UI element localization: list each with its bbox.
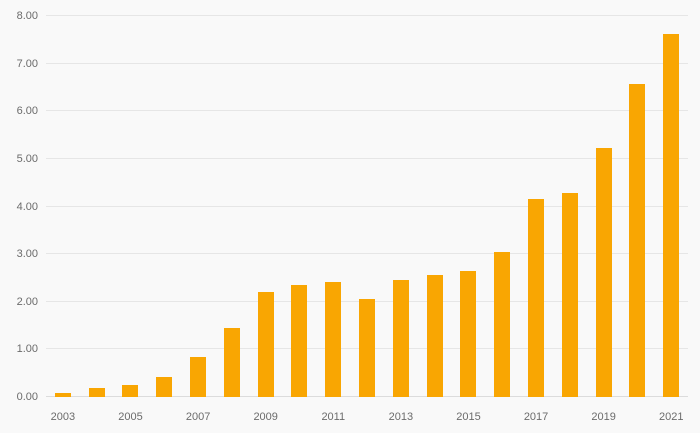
- bars-row: [46, 16, 688, 397]
- x-axis-tick-label: 2019: [591, 411, 616, 423]
- y-axis-tick-label: 7.00: [16, 57, 38, 70]
- y-axis-tick-label: 8.00: [16, 10, 38, 22]
- bar-2017: [528, 199, 545, 397]
- bar-2008: [223, 327, 240, 397]
- x-axis-tick-label: [553, 411, 587, 423]
- y-axis-tick-label: 3.00: [16, 248, 38, 261]
- bar-2003: [54, 393, 71, 397]
- bar-slot: [485, 16, 519, 397]
- y-axis-tick-label: 1.00: [16, 343, 38, 356]
- bar-slot: [621, 16, 655, 397]
- bar-slot: [80, 16, 114, 397]
- x-axis-tick-label: [418, 411, 452, 423]
- bar-2016: [494, 251, 511, 397]
- x-axis-tick-label: 2009: [253, 411, 278, 423]
- bar-2010: [291, 285, 308, 397]
- bar-slot: [316, 16, 350, 397]
- bar-slot: [553, 16, 587, 397]
- x-axis-tick-label: 2013: [388, 411, 414, 423]
- bar-2015: [460, 271, 477, 397]
- gridline: [46, 62, 688, 64]
- bar-2006: [156, 377, 173, 397]
- bar-slot: [46, 16, 80, 397]
- bar-2019: [595, 148, 612, 397]
- bar-slot: [654, 16, 688, 397]
- bar-2020: [629, 83, 646, 397]
- gridline: [46, 15, 688, 16]
- bar-slot: [114, 16, 148, 397]
- bar-2005: [122, 385, 139, 397]
- x-axis: 2003 2005 2007 2009 2011 2013 2015 2017 2019 2021: [46, 411, 688, 423]
- bar-slot: [350, 16, 384, 397]
- x-axis-tick-label: 2005: [118, 411, 143, 423]
- gridline: [46, 157, 688, 159]
- x-axis-tick-label: [485, 411, 519, 423]
- y-axis-tick-label: 0.00: [16, 391, 38, 403]
- bar-slot: [249, 16, 283, 397]
- x-axis-tick-label: [350, 411, 384, 423]
- bar-slot: [519, 16, 553, 397]
- gridline: [46, 205, 688, 207]
- x-axis-tick-label: [283, 411, 317, 423]
- x-axis-tick-label: 2017: [523, 411, 549, 423]
- bar-slot: [587, 16, 621, 397]
- bar-slot: [147, 16, 181, 397]
- bar-slot: [283, 16, 317, 397]
- bar-2009: [257, 292, 274, 397]
- y-axis-tick-label: 6.00: [16, 105, 38, 118]
- bar-2021: [663, 33, 680, 397]
- bar-2012: [359, 299, 376, 397]
- y-axis-tick-label: 2.00: [16, 295, 38, 308]
- x-axis-tick-label: 2021: [659, 411, 684, 423]
- bar-2011: [325, 281, 342, 397]
- bar-slot: [418, 16, 452, 397]
- bar-slot: [384, 16, 418, 397]
- x-axis-tick-label: [215, 411, 249, 423]
- x-axis-tick-label: [80, 411, 114, 423]
- bar-2004: [88, 388, 105, 397]
- x-axis-tick-label: 2007: [185, 411, 211, 423]
- x-axis-tick-label: [621, 411, 655, 423]
- bar-2018: [561, 193, 578, 397]
- x-axis-tick-label: 2003: [50, 411, 76, 423]
- x-axis-tick-label: 2015: [456, 411, 481, 423]
- bar-2007: [190, 357, 207, 397]
- x-axis-tick-label: [147, 411, 181, 423]
- bar-slot: [181, 16, 215, 397]
- y-axis-tick-label: 4.00: [16, 200, 38, 213]
- gridline: [46, 253, 688, 255]
- bar-2013: [392, 280, 409, 397]
- y-axis: 0.00 1.00 2.00 3.00 4.00 5.00 6.00 7.00 8.00: [0, 10, 38, 403]
- x-axis-tick-label: 2011: [321, 411, 346, 423]
- plot-area: [46, 15, 688, 397]
- bar-slot: [452, 16, 486, 397]
- y-axis-tick-label: 5.00: [16, 152, 38, 165]
- bar-2014: [426, 275, 443, 397]
- gridline: [46, 110, 688, 112]
- bar-slot: [215, 16, 249, 397]
